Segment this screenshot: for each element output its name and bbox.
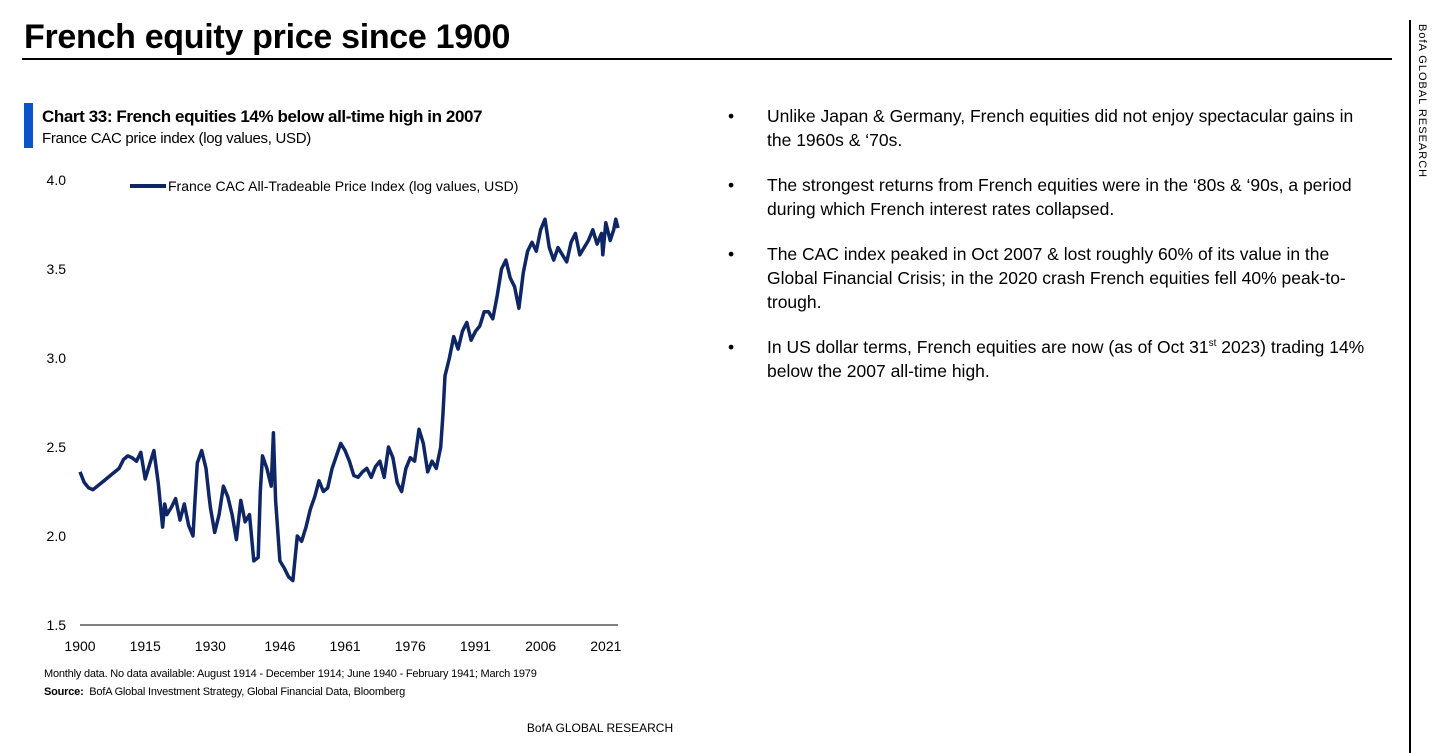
x-tick-label: 2006	[525, 638, 556, 654]
commentary-bullets: • Unlike Japan & Germany, French equities…	[728, 104, 1378, 404]
y-tick-label: 3.5	[47, 261, 67, 277]
footer-brand: BofA GLOBAL RESEARCH	[526, 721, 674, 735]
bullet-marker: •	[728, 175, 735, 195]
y-tick-label: 3.0	[47, 350, 67, 366]
bullet-item: • In US dollar terms, French equities are…	[728, 335, 1378, 383]
bullet-text: The strongest returns from French equiti…	[767, 175, 1352, 219]
bullet-text: In US dollar terms, French equities are …	[767, 337, 1365, 381]
x-tick-label: 1900	[64, 638, 95, 654]
series-line	[78, 217, 620, 583]
source-label: Source:	[44, 686, 84, 698]
bullet-marker: •	[728, 337, 735, 357]
page-title: French equity price since 1900	[24, 18, 511, 56]
bullet-item: • The strongest returns from French equit…	[728, 173, 1378, 221]
x-tick-label: 1961	[330, 638, 361, 654]
chart-subheading: France CAC price index (log values, USD)	[42, 130, 311, 147]
chart-accent-bar	[24, 103, 33, 148]
bullet-item: • Unlike Japan & Germany, French equities…	[728, 104, 1378, 152]
chart-heading: Chart 33: French equities 14% below all-…	[42, 107, 483, 126]
x-tick-label: 1930	[195, 638, 226, 654]
source-text: BofA Global Investment Strategy, Global …	[89, 686, 406, 698]
bullet-text: Unlike Japan & Germany, French equities …	[767, 106, 1354, 150]
side-divider	[1409, 20, 1411, 753]
y-tick-label: 2.5	[47, 439, 67, 455]
side-brand-label: BofA GLOBAL RESEARCH	[1416, 24, 1428, 179]
bullet-text: The CAC index peaked in Oct 2007 & lost …	[767, 244, 1346, 312]
x-tick-label: 1915	[130, 638, 161, 654]
y-tick-label: 2.0	[47, 528, 67, 544]
x-tick-label: 1976	[395, 638, 426, 654]
title-divider	[22, 58, 1392, 60]
x-tick-label: 1946	[264, 638, 295, 654]
bullet-marker: •	[728, 244, 735, 264]
y-tick-label: 4.0	[47, 172, 67, 188]
x-tick-label: 2021	[590, 638, 621, 654]
bullet-marker: •	[728, 106, 735, 126]
legend-label: France CAC All-Tradeable Price Index (lo…	[168, 178, 518, 194]
bullet-item: • The CAC index peaked in Oct 2007 & lost…	[728, 242, 1378, 314]
line-chart: 1.5 2.0 2.5 3.0 3.5 4.0 1900 1915 1930 1946 1961 19…	[47, 172, 622, 654]
x-tick-label: 1991	[460, 638, 491, 654]
chart-source: Source: BofA Global Investment Strategy,…	[44, 686, 405, 698]
chart-note: Monthly data. No data available: August …	[44, 668, 537, 680]
y-tick-label: 1.5	[47, 617, 67, 633]
